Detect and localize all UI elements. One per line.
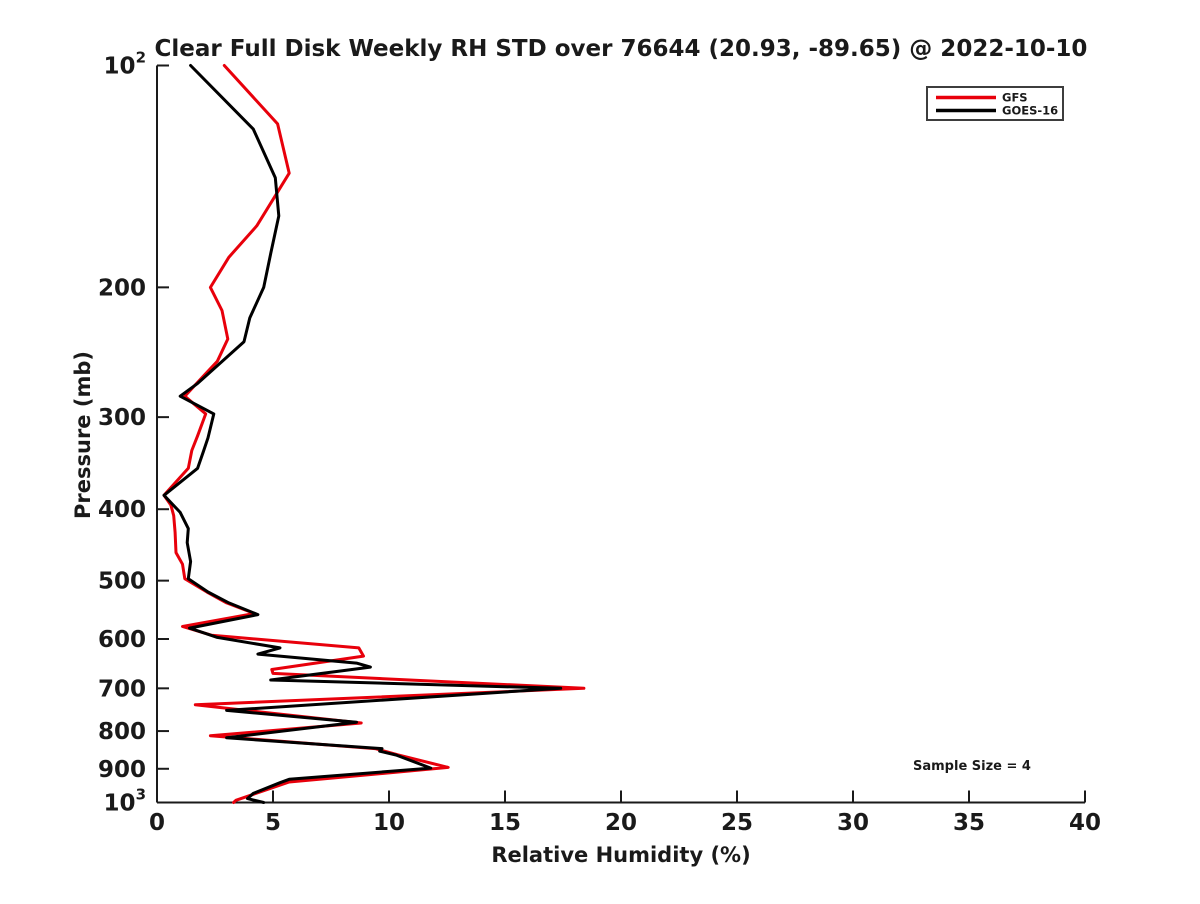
y-tick-label: 800 <box>98 719 146 745</box>
y-tick-label: 900 <box>98 757 146 783</box>
x-tick-label: 10 <box>373 810 405 836</box>
series-line-goes-16 <box>162 64 563 804</box>
legend-label-goes16: GOES-16 <box>1002 104 1058 118</box>
x-ticks <box>156 790 1086 803</box>
x-axis-label: Relative Humidity (%) <box>491 843 750 867</box>
y-tick-label: 300 <box>98 405 146 431</box>
x-tick-label: 20 <box>605 810 637 836</box>
y-ticks <box>157 64 169 804</box>
x-tick-labels: 0 5 10 15 20 25 30 35 40 <box>149 810 1101 836</box>
x-tick-label: 25 <box>721 810 753 836</box>
chart-title: Clear Full Disk Weekly RH STD over 76644… <box>155 36 1088 62</box>
series-lines <box>162 64 586 804</box>
x-tick-label: 5 <box>265 810 281 836</box>
y-tick-label: 102 <box>104 49 146 80</box>
y-tick-label: 700 <box>98 676 146 702</box>
legend-frame <box>926 86 1064 121</box>
y-tick-label: 600 <box>98 627 146 653</box>
x-tick-label: 15 <box>489 810 521 836</box>
y-tick-label: 400 <box>98 497 146 523</box>
x-tick-label: 40 <box>1069 810 1101 836</box>
x-tick-label: 35 <box>953 810 985 836</box>
y-tick-label: 103 <box>104 786 146 817</box>
y-tick-label: 200 <box>98 275 146 301</box>
legend-label-gfs: GFS <box>1002 91 1028 105</box>
x-tick-label: 0 <box>149 810 165 836</box>
y-tick-labels: 102 200 300 400 500 600 700 800 900 103 <box>98 49 146 817</box>
y-tick-label: 500 <box>98 569 146 595</box>
sample-size-annotation: Sample Size = 4 <box>913 759 1031 774</box>
axis-lines <box>156 65 1085 804</box>
y-axis-label: Pressure (mb) <box>71 351 95 519</box>
legend-box: GFS GOES-16 <box>926 86 1064 121</box>
x-tick-label: 30 <box>837 810 869 836</box>
